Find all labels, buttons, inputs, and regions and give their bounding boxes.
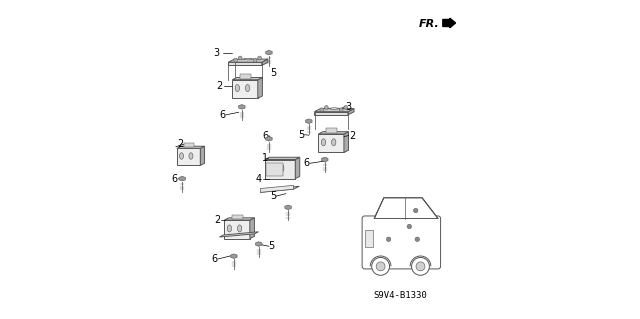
Polygon shape [255,242,262,246]
Ellipse shape [280,164,284,172]
Text: 2: 2 [214,215,220,225]
Polygon shape [228,62,262,65]
Circle shape [412,257,429,275]
Bar [326,129,337,133]
Polygon shape [321,157,328,162]
Polygon shape [258,78,262,98]
Text: 6: 6 [211,254,217,264]
Ellipse shape [237,225,242,232]
FancyArrow shape [443,18,456,28]
Polygon shape [319,134,344,152]
Circle shape [416,262,425,271]
Polygon shape [250,218,255,239]
Polygon shape [262,59,268,65]
Polygon shape [266,137,272,141]
Text: 2: 2 [216,81,223,91]
Circle shape [413,208,418,213]
Text: 5: 5 [270,191,276,201]
Text: FR.: FR. [419,19,440,29]
Circle shape [234,58,237,62]
Polygon shape [265,160,295,179]
Polygon shape [260,186,300,192]
Bar [232,215,243,219]
Ellipse shape [269,164,273,172]
Circle shape [253,58,257,62]
Text: 5: 5 [298,130,305,140]
Text: 1: 1 [262,153,268,163]
Text: 5: 5 [271,68,277,78]
Text: 6: 6 [262,130,269,141]
Polygon shape [266,50,272,55]
Ellipse shape [189,153,193,159]
Polygon shape [314,112,348,115]
Polygon shape [306,119,312,123]
Text: 3: 3 [213,48,220,58]
Polygon shape [224,220,250,239]
Polygon shape [239,105,245,109]
Text: 5: 5 [268,241,274,251]
Text: 6: 6 [303,158,310,168]
Circle shape [258,56,262,60]
Ellipse shape [245,85,250,92]
Polygon shape [220,232,259,237]
Polygon shape [177,146,205,148]
Polygon shape [200,146,205,165]
Circle shape [376,262,385,271]
Ellipse shape [332,139,336,146]
Circle shape [372,257,390,275]
Bar [266,163,283,176]
Circle shape [415,237,420,241]
Circle shape [344,106,348,109]
Text: 4: 4 [256,174,262,184]
FancyBboxPatch shape [362,216,440,269]
Ellipse shape [236,85,239,92]
Polygon shape [230,254,237,258]
Text: 2: 2 [349,130,355,141]
Polygon shape [295,157,300,179]
Ellipse shape [321,139,326,146]
Circle shape [339,108,343,112]
Polygon shape [265,157,300,160]
Circle shape [324,106,328,109]
Circle shape [407,224,412,229]
Text: 6: 6 [220,110,226,120]
Text: 6: 6 [172,174,178,184]
Polygon shape [260,185,294,192]
Text: 2: 2 [177,139,184,149]
Polygon shape [232,78,262,80]
Ellipse shape [244,58,252,60]
Polygon shape [285,205,291,210]
Polygon shape [314,108,354,112]
Polygon shape [348,108,354,115]
Text: 3: 3 [345,102,351,112]
Bar [239,74,251,79]
Polygon shape [232,80,258,98]
Polygon shape [179,176,186,181]
Bar [365,230,372,247]
Polygon shape [344,132,349,152]
Ellipse shape [227,225,232,232]
Circle shape [387,237,391,241]
Circle shape [238,56,242,60]
Ellipse shape [180,153,184,159]
Polygon shape [374,198,438,219]
Text: S9V4-B1330: S9V4-B1330 [374,291,428,300]
Circle shape [320,108,324,112]
Ellipse shape [330,108,339,109]
Polygon shape [177,148,200,165]
Polygon shape [319,132,349,134]
Polygon shape [224,218,255,220]
Polygon shape [228,59,268,62]
Bar [184,143,194,147]
